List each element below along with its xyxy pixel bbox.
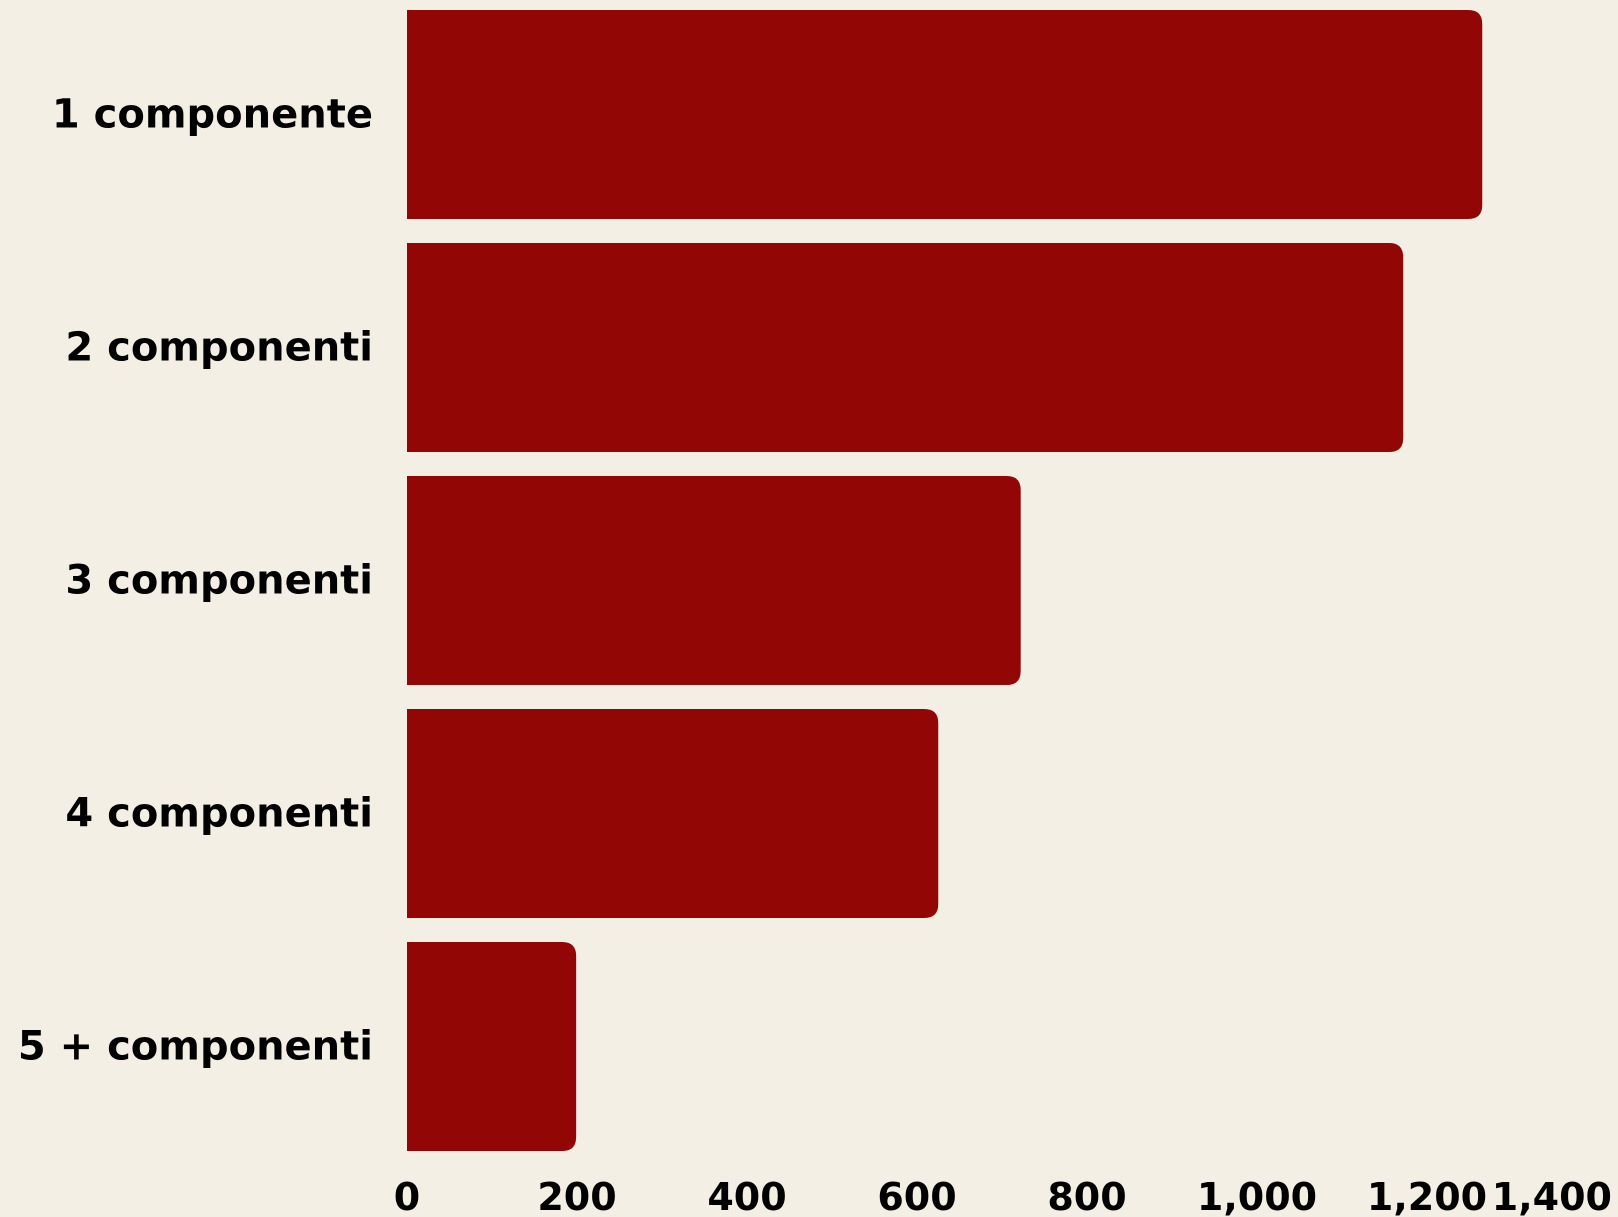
x-tick-label-1-400: 1,400 [1492, 1175, 1612, 1217]
bar-3-componenti [407, 476, 1021, 685]
category-label-4-componenti: 4 componenti [65, 791, 373, 837]
category-label-1-componente: 1 componente [52, 92, 373, 138]
bar-5-componenti [407, 942, 577, 1151]
x-tick-label-800: 800 [1047, 1175, 1126, 1217]
x-tick-label-1-200: 1,200 [1367, 1175, 1487, 1217]
category-label-3-componenti: 3 componenti [65, 558, 373, 604]
x-tick-label-600: 600 [877, 1175, 956, 1217]
category-label-5-componenti: 5 + componenti [18, 1024, 373, 1070]
x-tick-label-0: 0 [394, 1175, 420, 1217]
x-tick-label-400: 400 [707, 1175, 786, 1217]
category-label-2-componenti: 2 componenti [65, 325, 373, 371]
x-tick-label-200: 200 [537, 1175, 616, 1217]
bars-group [407, 10, 1483, 1151]
x-axis-tick-labels: 0 200 400 600 800 1,000 1,200 1,400 [394, 1175, 1612, 1217]
category-labels: 1 componente 2 componenti 3 componenti 4 co… [18, 92, 373, 1070]
bar-4-componenti [407, 709, 939, 918]
x-tick-label-1-000: 1,000 [1197, 1175, 1317, 1217]
bar-2-componenti [407, 243, 1404, 452]
bar-1-componente [407, 10, 1483, 219]
